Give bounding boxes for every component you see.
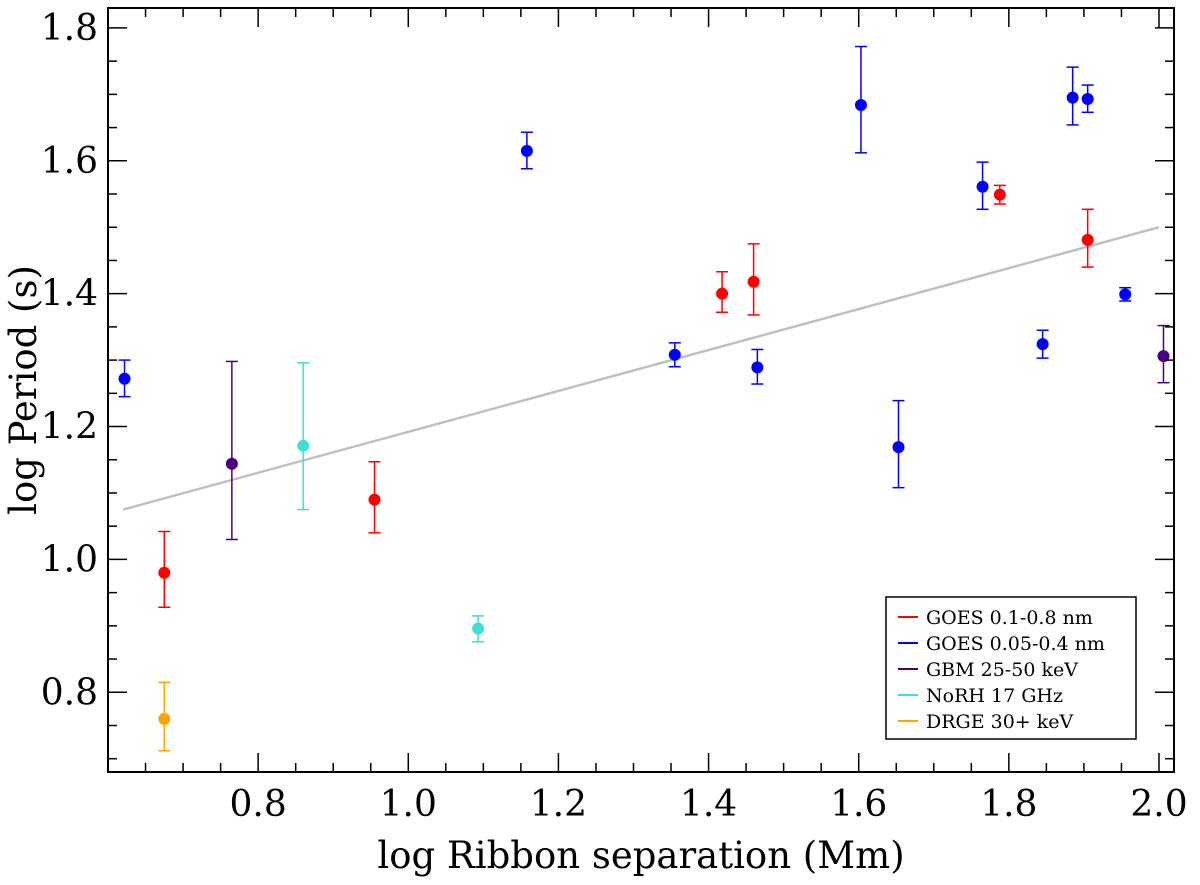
x-tick-label: 1.8 — [980, 784, 1037, 825]
data-point — [297, 439, 310, 452]
x-tick-label: 1.2 — [530, 784, 587, 825]
fit-line — [122, 226, 1160, 511]
x-tick-label: 1.6 — [830, 784, 887, 825]
series-norh-17-ghz — [297, 362, 485, 643]
data-point — [1066, 91, 1079, 104]
data-point — [1081, 233, 1094, 246]
legend-label: GBM 25-50 keV — [926, 659, 1078, 681]
y-tick-label: 1.2 — [41, 407, 98, 448]
data-point — [225, 457, 238, 470]
data-point — [1119, 288, 1132, 301]
legend-label: GOES 0.05-0.4 nm — [926, 633, 1105, 655]
data-point — [158, 712, 171, 725]
data-point — [854, 98, 867, 111]
series-goes-0-05-0-4-nm — [118, 45, 1132, 489]
data-point — [747, 275, 760, 288]
plot-area — [118, 45, 1170, 752]
y-tick-label: 0.8 — [41, 672, 98, 713]
x-axis-title: log Ribbon separation (Mm) — [377, 834, 904, 877]
data-point — [976, 180, 989, 193]
data-point — [993, 188, 1006, 201]
data-point — [668, 348, 681, 361]
legend-label: GOES 0.1-0.8 nm — [926, 607, 1093, 629]
data-point — [520, 144, 533, 157]
series-gbm-25-50-kev — [225, 324, 1170, 541]
x-tick-label: 1.4 — [680, 784, 737, 825]
tick-labels: 0.8 1.0 1.2 1.4 1.6 1.8 2.0 0.8 1.0 1.2 1.4 1.6 1.8 — [41, 8, 1188, 825]
x-tick-label: 1.0 — [380, 784, 437, 825]
series-goes-0-1-0-8-nm — [158, 184, 1094, 608]
x-tick-label: 2.0 — [1130, 784, 1187, 825]
data-point — [158, 566, 171, 579]
y-axis-title: log Period (s) — [2, 265, 45, 515]
data-point — [751, 361, 764, 374]
data-point — [1157, 350, 1170, 363]
y-tick-label: 1.4 — [41, 274, 98, 315]
data-point — [472, 622, 485, 635]
data-point — [716, 287, 729, 300]
legend: GOES 0.1-0.8 nm GOES 0.05-0.4 nm GBM 25-50… — [885, 596, 1137, 740]
data-point — [368, 493, 381, 506]
y-tick-label: 1.6 — [41, 141, 98, 182]
data-point — [892, 441, 905, 454]
data-point — [1081, 93, 1094, 106]
legend-label: NoRH 17 GHz — [926, 685, 1063, 707]
data-point — [1036, 338, 1049, 351]
y-tick-label: 1.8 — [41, 8, 98, 49]
legend-label: DRGE 30+ keV — [926, 711, 1074, 733]
axis-ticks — [107, 8, 1174, 772]
plot-frame — [107, 7, 1175, 773]
x-tick-label: 0.8 — [230, 784, 287, 825]
legend-box — [885, 596, 1137, 740]
data-point — [118, 372, 131, 385]
y-tick-label: 1.0 — [41, 539, 98, 580]
series-drge-30-kev — [158, 681, 171, 752]
